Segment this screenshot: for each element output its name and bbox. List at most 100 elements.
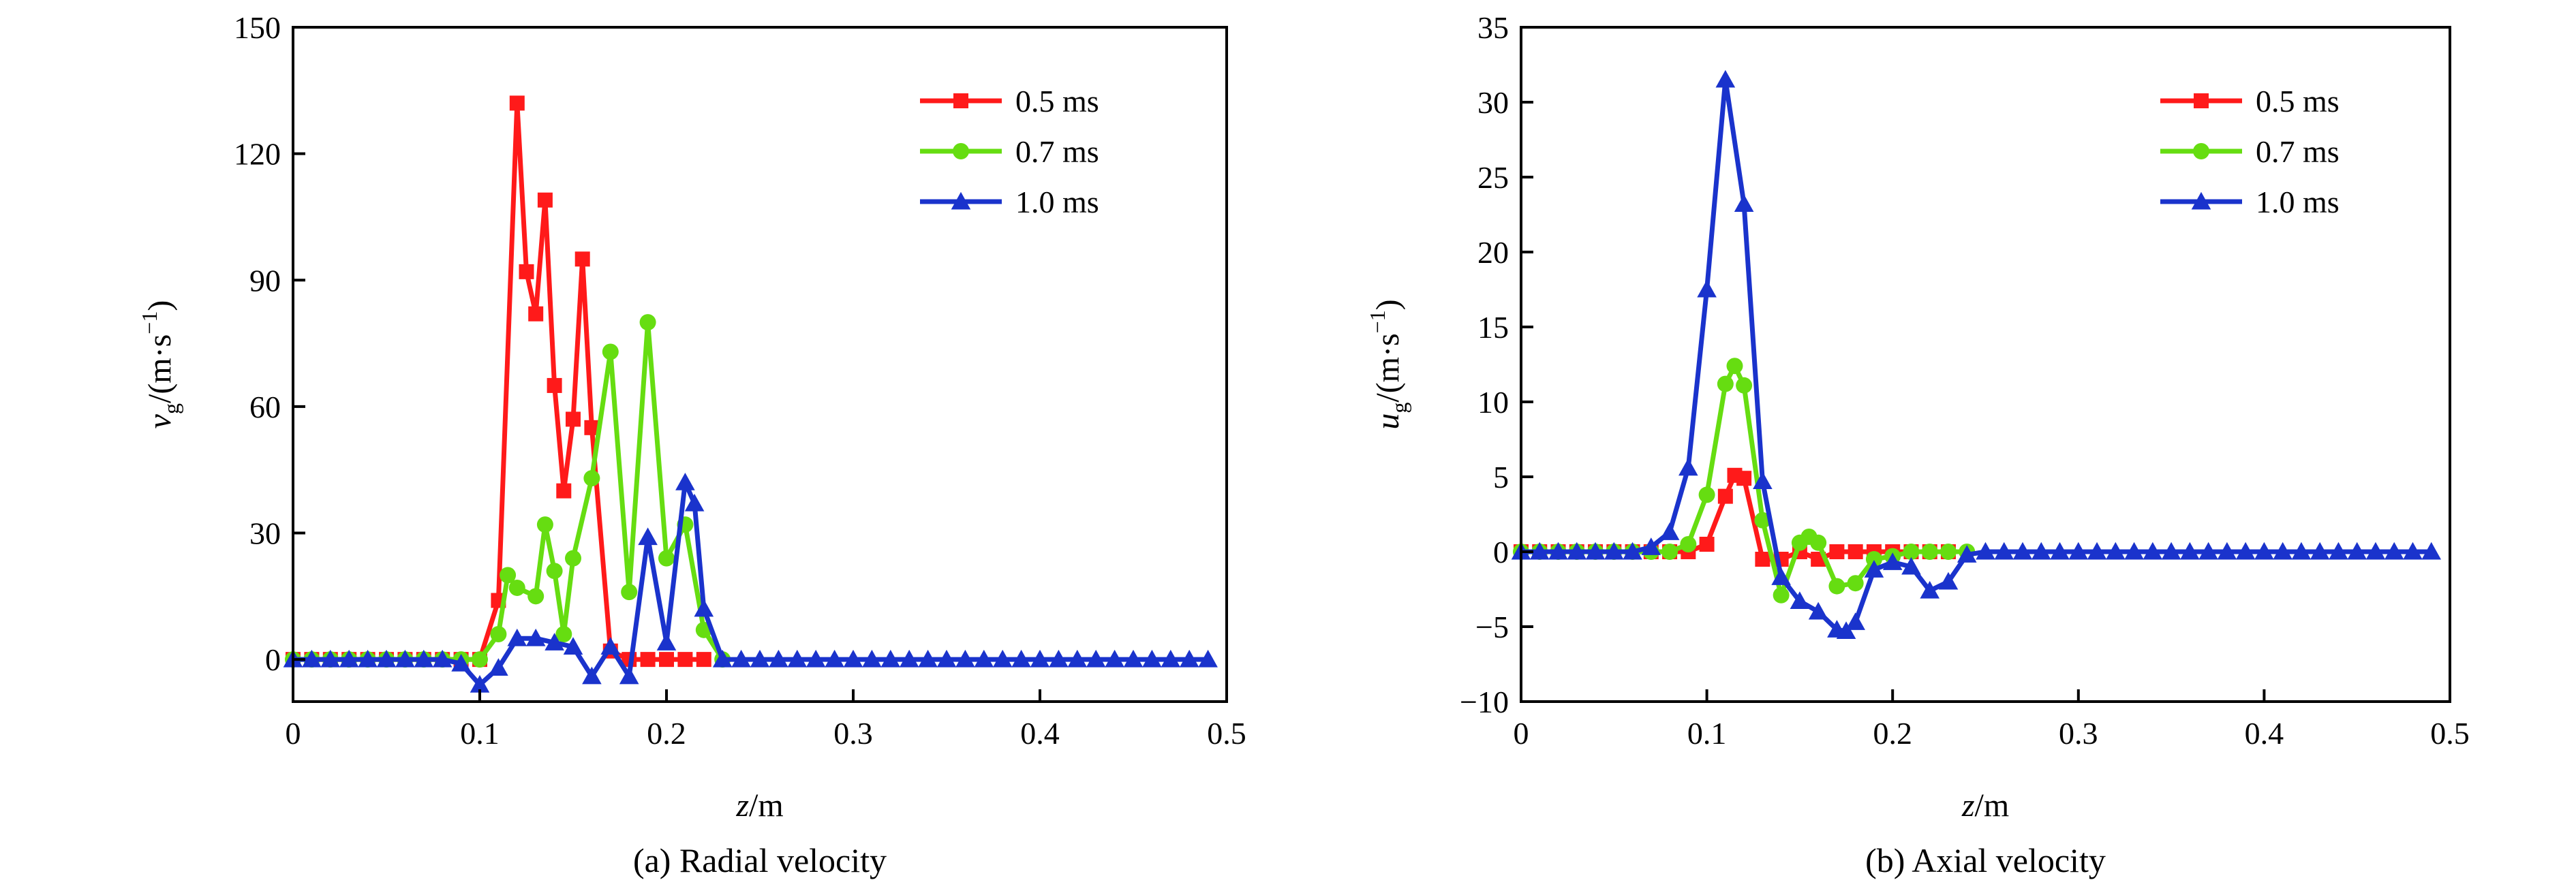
plot-area [283, 95, 1218, 693]
data-point [1011, 649, 1031, 668]
data-point [2254, 542, 2274, 560]
data-point [2050, 542, 2070, 560]
data-point [2124, 542, 2144, 560]
data-point [1882, 552, 1903, 570]
data-point [1661, 544, 1678, 560]
panel-caption: (a) Radial velocity [633, 841, 887, 879]
data-point [1567, 542, 1587, 560]
data-point [1771, 567, 1791, 585]
data-point [2106, 542, 2126, 560]
x-tick-label: 0.5 [2430, 716, 2470, 751]
data-point [696, 652, 711, 668]
data-point [472, 651, 488, 668]
data-point [1829, 544, 1845, 559]
data-point [880, 649, 901, 668]
y-tick-label: 150 [234, 10, 281, 45]
data-point [565, 550, 581, 567]
x-tick-label: 0 [1514, 716, 1529, 751]
data-point [500, 567, 517, 584]
legend: 0.5 ms 0.7 ms 1.0 ms [920, 84, 1099, 219]
data-point [2198, 542, 2218, 560]
data-point [1697, 279, 1717, 298]
data-point [320, 649, 341, 668]
data-point [787, 649, 808, 668]
data-point [1179, 649, 1199, 668]
legend-label: 0.7 ms [2256, 134, 2340, 169]
x-tick-label: 0.5 [1207, 716, 1246, 751]
data-point [1717, 375, 1734, 392]
data-point [451, 654, 471, 672]
data-point [2329, 542, 2348, 560]
y-tick-label: −10 [1460, 685, 1509, 719]
data-point [2403, 542, 2423, 560]
data-point [358, 649, 378, 668]
legend-marker [953, 93, 968, 108]
data-point [1030, 649, 1050, 668]
data-point [555, 626, 572, 642]
data-point [639, 314, 656, 331]
data-point [1753, 471, 1773, 490]
x-tick-label: 0.1 [1687, 716, 1727, 751]
data-point [1773, 586, 1790, 604]
data-point [2291, 542, 2312, 560]
y-tick-label: 0 [1493, 535, 1509, 569]
series-1-0-ms [1511, 69, 2442, 640]
data-point [1585, 542, 1606, 560]
data-point [1864, 560, 1884, 578]
data-point [619, 666, 639, 685]
data-point [508, 579, 525, 596]
data-point [414, 649, 434, 668]
data-point [602, 343, 619, 360]
legend-marker [953, 143, 969, 159]
data-point [574, 251, 590, 267]
data-point [1198, 649, 1218, 668]
x-tick-label: 0.3 [833, 716, 873, 751]
y-tick-label: 5 [1493, 460, 1509, 495]
data-point [1736, 377, 1753, 394]
data-point [659, 652, 674, 668]
x-axis-title: z/m [1961, 787, 2009, 824]
x-axis-title: z/m [735, 787, 783, 824]
data-point [2310, 542, 2330, 560]
data-point [712, 649, 733, 668]
data-point [528, 306, 544, 322]
data-point [1810, 534, 1827, 551]
data-point [519, 264, 534, 279]
data-point [2365, 542, 2386, 560]
data-point [566, 411, 581, 427]
data-point [621, 584, 638, 601]
data-point [1717, 488, 1733, 504]
data-point [918, 649, 938, 668]
data-point [1067, 649, 1088, 668]
data-point [731, 649, 751, 668]
data-point [582, 666, 602, 685]
plot-area [1511, 69, 2442, 640]
data-point [862, 649, 882, 668]
y-tick-label: 15 [1477, 310, 1509, 345]
data-point [1699, 537, 1715, 552]
series-1-0-ms [283, 472, 1218, 693]
x-tick-label: 0.4 [1020, 716, 1060, 751]
panel-radial-velocity: 0 0.1 0.2 0.3 0.4 0.5 0 30 60 90 120 150 z/m vg/(m·s−… [137, 10, 1246, 879]
data-point [489, 658, 508, 676]
data-point [1529, 542, 1550, 560]
data-point [675, 472, 695, 490]
data-point [1976, 542, 1995, 560]
y-axis-title: ug/(m·s−1) [1365, 299, 1411, 429]
data-point [2068, 542, 2089, 560]
data-point [546, 563, 563, 580]
y-tick-label: 120 [234, 137, 281, 172]
legend-label: 0.7 ms [1015, 134, 1099, 169]
data-point [1105, 649, 1124, 668]
data-point [2180, 542, 2200, 560]
y-axis-title: vg/(m·s−1) [137, 300, 183, 429]
data-point [2161, 542, 2181, 560]
data-point [1726, 358, 1743, 375]
data-point [470, 674, 490, 693]
data-point [545, 633, 564, 651]
data-point [694, 599, 714, 617]
data-point [2273, 542, 2293, 560]
y-tick-label: 25 [1477, 160, 1509, 195]
data-point [1049, 649, 1069, 668]
